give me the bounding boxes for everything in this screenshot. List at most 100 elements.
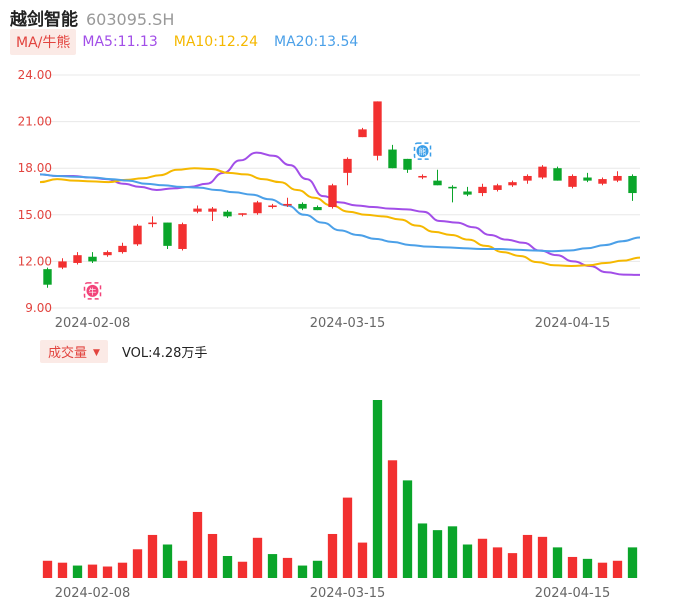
candle-body [43,269,52,285]
candle-body [328,185,337,208]
volume-legend: 成交量 ▼ VOL:4.28万手 [40,339,207,363]
volume-bar [297,565,308,578]
candle-body [613,175,622,181]
candle-body [448,186,457,189]
price-tick-label: 9.00 [25,301,52,315]
volume-bar [222,555,233,578]
volume-bar [252,537,263,578]
candle [598,177,607,186]
volume-bar [432,530,443,578]
volume-bar [537,536,548,578]
volume-bar [522,534,533,578]
ma20-legend: MA20:13.54 [274,34,359,50]
candle [253,200,262,215]
ma5-line [39,151,641,276]
volume-bar [357,542,368,578]
candle-body [208,208,217,212]
candle [388,144,397,169]
volume-bar [237,561,248,578]
candle-body [103,252,112,256]
candle [508,180,517,187]
volume-bar [612,560,623,578]
volume-bar [447,526,458,578]
candle [448,185,457,203]
candle [268,203,277,209]
ma-legend: MA/牛熊 MA5:11.13 MA10:12.24 MA20:13.54 [10,29,374,55]
candle [583,172,592,183]
volume-bar [402,480,413,578]
candle-body [313,207,322,211]
candle [283,197,292,208]
price-tick-label: 18.00 [18,161,52,175]
volume-bar [192,511,203,578]
bull-signal-icon: 牛 [83,282,102,300]
ma20-line [39,173,641,253]
candle-body [253,202,262,214]
date-tick-label: 2024-02-08 [55,316,131,331]
stock-header: 越剑智能 603095.SH [10,5,174,30]
caret-down-icon: ▼ [93,347,100,358]
candle [118,242,127,254]
candle-body [463,191,472,195]
candle [163,222,172,249]
candle-body [553,168,562,181]
volume-bar [162,544,173,578]
volume-bar [87,564,98,578]
candle [88,252,97,263]
candle [553,166,562,181]
volume-bar [492,547,503,578]
volume-bar [567,556,578,578]
signal-label: 熊 [419,147,427,157]
price-axis: 24.00 21.00 18.00 15.00 12.00 9.00 [18,68,52,315]
candle-body [73,255,82,263]
volume-bar [627,547,638,578]
candle-body [223,211,232,217]
ma-indicator-selector[interactable]: MA/牛熊 [10,29,77,55]
volume-bar [102,566,113,578]
volume-bar [372,400,383,578]
candle-body [568,175,577,187]
candle-body [538,166,547,178]
date-tick-label: 2024-03-15 [310,586,386,601]
candle [463,186,472,197]
candle-body [58,261,67,268]
candle-body [178,224,187,249]
volume-indicator-selector[interactable]: 成交量 ▼ [40,339,108,363]
price-tick-label: 24.00 [18,68,52,82]
candle [628,174,637,201]
volume-bar [327,533,338,578]
volume-bar [72,565,83,578]
price-tick-label: 12.00 [18,254,52,268]
candle [148,216,157,228]
ma10-legend: MA10:12.24 [173,34,259,50]
candle-body [403,158,412,170]
candle [298,202,307,211]
volume-bar [207,533,218,578]
signal-markers: 牛熊 [83,142,432,300]
volume-bar [117,562,128,578]
candle [208,207,217,222]
volume-bar [282,557,293,578]
signal-label: 牛 [89,286,97,296]
candle [343,157,352,186]
candle-body [343,158,352,173]
candle [103,250,112,257]
volume-bar [597,562,608,578]
candle-body [358,129,367,138]
volume-bar [147,534,158,578]
candle [73,252,82,265]
signal-dot [86,284,99,297]
volume-bar [582,558,593,578]
candle [478,183,487,197]
candle-body [373,101,382,156]
candle-body [268,205,277,208]
candle [178,222,187,251]
ma-lines [39,151,641,276]
ma5-legend: MA5:11.13 [82,34,158,50]
candle-body [238,213,247,215]
volume-bar [417,523,428,578]
candle-body [388,149,397,169]
candle-body [298,203,307,209]
candle [373,101,382,161]
